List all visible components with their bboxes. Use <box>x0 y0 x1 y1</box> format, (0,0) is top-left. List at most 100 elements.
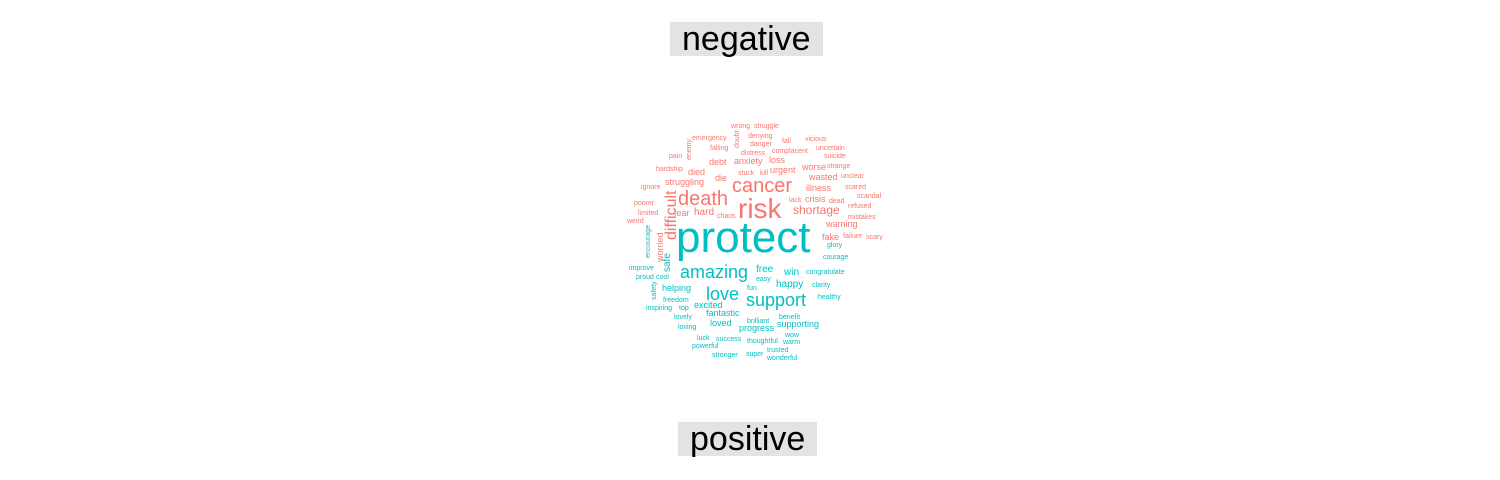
word-positive-support: support <box>746 290 806 310</box>
word-positive-safe: safe <box>662 253 673 272</box>
word-negative-ignore: ignore <box>641 184 661 191</box>
word-negative-loss: loss <box>769 155 786 165</box>
word-positive-success: success <box>716 336 742 343</box>
word-positive-supporting: supporting <box>777 319 819 329</box>
word-positive-improve: improve <box>629 265 654 272</box>
word-negative-enemy: enemy <box>686 138 693 160</box>
word-negative-dead: dead <box>829 198 845 205</box>
word-negative-kill: kill <box>760 170 769 177</box>
word-negative-scared: scared <box>845 184 866 191</box>
word-negative-died: died <box>688 167 705 177</box>
word-positive-glory: glory <box>827 242 843 249</box>
word-positive-easy: easy <box>756 276 771 283</box>
word-negative-limited: limited <box>638 210 658 217</box>
word-positive-stronger: stronger <box>712 352 738 359</box>
word-negative-vicious: vicious <box>805 136 827 143</box>
word-negative-stuck: stuck <box>738 170 755 177</box>
word-negative-wasted: wasted <box>808 172 838 182</box>
word-positive-excited: excited <box>694 300 723 310</box>
word-negative-lack: lack <box>789 197 802 204</box>
group-label-negative: negative <box>670 22 823 56</box>
word-negative-fear: fear <box>674 208 690 218</box>
word-positive-warm: warm <box>782 339 800 346</box>
word-positive-courage: courage <box>823 254 848 261</box>
group-label-positive: positive <box>678 422 818 456</box>
word-negative-die: die <box>715 173 727 183</box>
word-negative-poorer: poorer <box>634 200 655 207</box>
word-positive-clarity: clarity <box>812 282 831 289</box>
word-positive-safety: safety <box>651 281 658 300</box>
word-positive-loving: loving <box>678 324 696 331</box>
word-negative-mistakes: mistakes <box>848 214 876 221</box>
word-positive-loved: loved <box>710 318 732 328</box>
word-negative-risk: risk <box>738 193 783 224</box>
word-positive-proud: proud <box>636 274 654 281</box>
word-positive-luck: luck <box>697 335 710 342</box>
word-negative-death: death <box>678 188 728 210</box>
word-negative-suicide: suicide <box>824 153 846 160</box>
word-negative-worried: worried <box>655 232 665 263</box>
word-positive-love: love <box>706 284 739 304</box>
word-negative-wrong: wrong <box>730 123 750 130</box>
word-negative-anxiety: anxiety <box>734 156 763 166</box>
word-positive-progress: progress <box>739 323 775 333</box>
word-negative-danger: danger <box>750 141 772 148</box>
word-negative-unclear: unclear <box>841 173 865 180</box>
word-negative-pain: pain <box>669 153 682 160</box>
word-negative-shortage: shortage <box>793 203 840 217</box>
word-negative-uncertain: uncertain <box>816 145 845 152</box>
word-negative-scary: scary <box>866 234 883 241</box>
word-negative-crisis: crisis <box>805 194 826 204</box>
word-negative-cancer: cancer <box>732 175 792 197</box>
word-positive-powerful: powerful <box>692 343 719 350</box>
word-positive-fun: fun <box>747 285 757 292</box>
word-positive-free: free <box>756 264 774 275</box>
word-positive-fantastic: fantastic <box>706 308 740 318</box>
word-positive-amazing: amazing <box>680 262 748 282</box>
word-positive-healthy: healthy <box>818 294 841 301</box>
word-negative-worse: worse <box>801 162 826 172</box>
word-negative-scandal: scandal <box>857 193 882 200</box>
word-positive-thoughtful: thoughtful <box>747 338 778 345</box>
word-positive-cool: cool <box>656 274 669 281</box>
word-negative-falling: falling <box>710 145 728 152</box>
word-positive-win: win <box>783 267 799 278</box>
word-positive-brilliant: brilliant <box>747 318 769 325</box>
word-positive-trusted: trusted <box>767 347 789 354</box>
word-negative-difficult: difficult <box>663 190 680 240</box>
word-negative-strange: strange <box>827 163 850 170</box>
word-positive-helping: helping <box>662 283 691 293</box>
word-positive-happy: happy <box>776 279 803 290</box>
word-positive-lovely: lovely <box>674 314 692 321</box>
word-positive-wow: wow <box>784 332 800 339</box>
word-negative-hardship: hardship <box>656 166 683 173</box>
word-positive-wonderful: wonderful <box>766 355 798 362</box>
word-positive-super: super <box>746 351 764 358</box>
word-negative-warning: warning <box>825 219 858 229</box>
word-positive-freedom: freedom <box>663 297 689 304</box>
word-negative-refused: refused <box>848 203 871 210</box>
word-negative-complacent: complacent <box>772 148 808 155</box>
word-negative-distress: distress <box>741 150 766 157</box>
word-negative-weird: weird <box>626 218 644 225</box>
word-positive-inspiring: inspiring <box>646 305 672 312</box>
word-positive-congratulate: congratulate <box>806 269 845 276</box>
word-positive-protect: protect <box>676 213 811 262</box>
word-positive-encourage: encourage <box>645 225 652 258</box>
word-negative-denying: denying <box>748 133 773 140</box>
word-positive-benefit: benefit <box>779 314 800 321</box>
word-negative-hard: hard <box>694 207 714 218</box>
word-negative-fall: fall <box>782 138 791 145</box>
word-negative-struggle: struggle <box>754 123 779 130</box>
word-negative-struggling: struggling <box>665 177 704 187</box>
word-negative-emergency: emergency <box>692 135 727 142</box>
word-negative-urgent: urgent <box>770 165 796 175</box>
word-negative-doubt: doubt <box>734 130 741 148</box>
word-negative-illness: illness <box>806 183 832 193</box>
word-negative-chaos: chaos <box>717 213 736 220</box>
word-positive-top: top <box>679 305 689 312</box>
word-negative-fake: fake <box>822 232 839 242</box>
word-negative-failure: failure <box>843 233 862 240</box>
word-negative-debt: debt <box>709 157 727 167</box>
